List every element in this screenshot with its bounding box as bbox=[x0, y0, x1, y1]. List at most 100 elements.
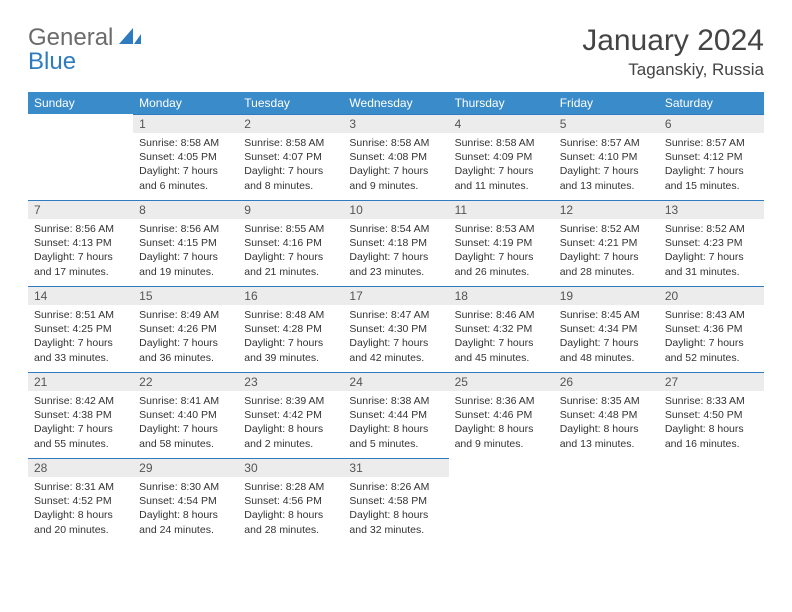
calendar-week: 7Sunrise: 8:56 AMSunset: 4:13 PMDaylight… bbox=[28, 200, 764, 286]
day-body: Sunrise: 8:57 AMSunset: 4:10 PMDaylight:… bbox=[554, 133, 659, 199]
page-title: January 2024 bbox=[582, 24, 764, 58]
calendar-cell: 17Sunrise: 8:47 AMSunset: 4:30 PMDayligh… bbox=[343, 286, 448, 372]
title-block: January 2024 Taganskiy, Russia bbox=[582, 24, 764, 80]
day-number: 26 bbox=[554, 372, 659, 391]
day-number: 12 bbox=[554, 200, 659, 219]
weekday-header: Saturday bbox=[659, 92, 764, 114]
calendar-cell: 7Sunrise: 8:56 AMSunset: 4:13 PMDaylight… bbox=[28, 200, 133, 286]
calendar-week: 1Sunrise: 8:58 AMSunset: 4:05 PMDaylight… bbox=[28, 114, 764, 200]
day-number: 10 bbox=[343, 200, 448, 219]
calendar-cell: 27Sunrise: 8:33 AMSunset: 4:50 PMDayligh… bbox=[659, 372, 764, 458]
calendar-cell: 31Sunrise: 8:26 AMSunset: 4:58 PMDayligh… bbox=[343, 458, 448, 544]
calendar-head: SundayMondayTuesdayWednesdayThursdayFrid… bbox=[28, 92, 764, 114]
day-body: Sunrise: 8:58 AMSunset: 4:05 PMDaylight:… bbox=[133, 133, 238, 199]
calendar-cell: 15Sunrise: 8:49 AMSunset: 4:26 PMDayligh… bbox=[133, 286, 238, 372]
calendar-cell: 19Sunrise: 8:45 AMSunset: 4:34 PMDayligh… bbox=[554, 286, 659, 372]
day-body: Sunrise: 8:57 AMSunset: 4:12 PMDaylight:… bbox=[659, 133, 764, 199]
weekday-header: Monday bbox=[133, 92, 238, 114]
calendar-cell: 12Sunrise: 8:52 AMSunset: 4:21 PMDayligh… bbox=[554, 200, 659, 286]
weekday-header: Sunday bbox=[28, 92, 133, 114]
day-number: 22 bbox=[133, 372, 238, 391]
day-number: 30 bbox=[238, 458, 343, 477]
day-body: Sunrise: 8:48 AMSunset: 4:28 PMDaylight:… bbox=[238, 305, 343, 371]
day-body: Sunrise: 8:45 AMSunset: 4:34 PMDaylight:… bbox=[554, 305, 659, 371]
weekday-header: Tuesday bbox=[238, 92, 343, 114]
day-body: Sunrise: 8:52 AMSunset: 4:21 PMDaylight:… bbox=[554, 219, 659, 285]
day-number: 19 bbox=[554, 286, 659, 305]
day-number: 1 bbox=[133, 114, 238, 133]
logo-sail-icon bbox=[119, 26, 141, 51]
header: General January 2024 Taganskiy, Russia bbox=[28, 24, 764, 80]
logo-text-blue: Blue bbox=[28, 48, 76, 75]
day-number: 24 bbox=[343, 372, 448, 391]
calendar-cell bbox=[554, 458, 659, 544]
day-number: 8 bbox=[133, 200, 238, 219]
day-number: 9 bbox=[238, 200, 343, 219]
calendar-cell bbox=[659, 458, 764, 544]
day-body: Sunrise: 8:41 AMSunset: 4:40 PMDaylight:… bbox=[133, 391, 238, 457]
day-number: 14 bbox=[28, 286, 133, 305]
day-body: Sunrise: 8:39 AMSunset: 4:42 PMDaylight:… bbox=[238, 391, 343, 457]
day-number: 27 bbox=[659, 372, 764, 391]
day-number: 11 bbox=[449, 200, 554, 219]
logo-sub: Blue bbox=[28, 48, 76, 76]
day-body: Sunrise: 8:36 AMSunset: 4:46 PMDaylight:… bbox=[449, 391, 554, 457]
day-number: 18 bbox=[449, 286, 554, 305]
calendar-week: 28Sunrise: 8:31 AMSunset: 4:52 PMDayligh… bbox=[28, 458, 764, 544]
day-number: 16 bbox=[238, 286, 343, 305]
day-number: 21 bbox=[28, 372, 133, 391]
calendar-cell: 4Sunrise: 8:58 AMSunset: 4:09 PMDaylight… bbox=[449, 114, 554, 200]
day-number: 31 bbox=[343, 458, 448, 477]
calendar-cell: 10Sunrise: 8:54 AMSunset: 4:18 PMDayligh… bbox=[343, 200, 448, 286]
day-body: Sunrise: 8:56 AMSunset: 4:13 PMDaylight:… bbox=[28, 219, 133, 285]
weekday-row: SundayMondayTuesdayWednesdayThursdayFrid… bbox=[28, 92, 764, 114]
day-number: 4 bbox=[449, 114, 554, 133]
day-body: Sunrise: 8:35 AMSunset: 4:48 PMDaylight:… bbox=[554, 391, 659, 457]
day-body: Sunrise: 8:53 AMSunset: 4:19 PMDaylight:… bbox=[449, 219, 554, 285]
day-number: 17 bbox=[343, 286, 448, 305]
day-body: Sunrise: 8:28 AMSunset: 4:56 PMDaylight:… bbox=[238, 477, 343, 543]
day-number: 28 bbox=[28, 458, 133, 477]
day-number: 2 bbox=[238, 114, 343, 133]
calendar-cell: 13Sunrise: 8:52 AMSunset: 4:23 PMDayligh… bbox=[659, 200, 764, 286]
calendar-cell: 9Sunrise: 8:55 AMSunset: 4:16 PMDaylight… bbox=[238, 200, 343, 286]
calendar-cell: 8Sunrise: 8:56 AMSunset: 4:15 PMDaylight… bbox=[133, 200, 238, 286]
day-number: 29 bbox=[133, 458, 238, 477]
day-number: 5 bbox=[554, 114, 659, 133]
calendar-cell: 3Sunrise: 8:58 AMSunset: 4:08 PMDaylight… bbox=[343, 114, 448, 200]
day-number: 6 bbox=[659, 114, 764, 133]
day-body: Sunrise: 8:52 AMSunset: 4:23 PMDaylight:… bbox=[659, 219, 764, 285]
day-body: Sunrise: 8:38 AMSunset: 4:44 PMDaylight:… bbox=[343, 391, 448, 457]
calendar-cell: 28Sunrise: 8:31 AMSunset: 4:52 PMDayligh… bbox=[28, 458, 133, 544]
calendar-cell: 24Sunrise: 8:38 AMSunset: 4:44 PMDayligh… bbox=[343, 372, 448, 458]
calendar-cell: 16Sunrise: 8:48 AMSunset: 4:28 PMDayligh… bbox=[238, 286, 343, 372]
day-body: Sunrise: 8:33 AMSunset: 4:50 PMDaylight:… bbox=[659, 391, 764, 457]
calendar-cell: 25Sunrise: 8:36 AMSunset: 4:46 PMDayligh… bbox=[449, 372, 554, 458]
day-number: 25 bbox=[449, 372, 554, 391]
calendar-table: SundayMondayTuesdayWednesdayThursdayFrid… bbox=[28, 92, 764, 544]
day-number: 15 bbox=[133, 286, 238, 305]
calendar-cell: 11Sunrise: 8:53 AMSunset: 4:19 PMDayligh… bbox=[449, 200, 554, 286]
calendar-cell: 23Sunrise: 8:39 AMSunset: 4:42 PMDayligh… bbox=[238, 372, 343, 458]
day-number: 3 bbox=[343, 114, 448, 133]
weekday-header: Friday bbox=[554, 92, 659, 114]
day-number: 13 bbox=[659, 200, 764, 219]
calendar-cell: 26Sunrise: 8:35 AMSunset: 4:48 PMDayligh… bbox=[554, 372, 659, 458]
day-body: Sunrise: 8:56 AMSunset: 4:15 PMDaylight:… bbox=[133, 219, 238, 285]
calendar-cell: 14Sunrise: 8:51 AMSunset: 4:25 PMDayligh… bbox=[28, 286, 133, 372]
day-body: Sunrise: 8:43 AMSunset: 4:36 PMDaylight:… bbox=[659, 305, 764, 371]
calendar-week: 14Sunrise: 8:51 AMSunset: 4:25 PMDayligh… bbox=[28, 286, 764, 372]
day-body: Sunrise: 8:55 AMSunset: 4:16 PMDaylight:… bbox=[238, 219, 343, 285]
day-body: Sunrise: 8:30 AMSunset: 4:54 PMDaylight:… bbox=[133, 477, 238, 543]
day-body: Sunrise: 8:47 AMSunset: 4:30 PMDaylight:… bbox=[343, 305, 448, 371]
calendar-cell: 21Sunrise: 8:42 AMSunset: 4:38 PMDayligh… bbox=[28, 372, 133, 458]
calendar-cell: 5Sunrise: 8:57 AMSunset: 4:10 PMDaylight… bbox=[554, 114, 659, 200]
calendar-cell: 2Sunrise: 8:58 AMSunset: 4:07 PMDaylight… bbox=[238, 114, 343, 200]
day-body: Sunrise: 8:31 AMSunset: 4:52 PMDaylight:… bbox=[28, 477, 133, 543]
calendar-cell: 1Sunrise: 8:58 AMSunset: 4:05 PMDaylight… bbox=[133, 114, 238, 200]
day-body: Sunrise: 8:58 AMSunset: 4:08 PMDaylight:… bbox=[343, 133, 448, 199]
location-label: Taganskiy, Russia bbox=[582, 60, 764, 80]
calendar-body: 1Sunrise: 8:58 AMSunset: 4:05 PMDaylight… bbox=[28, 114, 764, 544]
calendar-cell: 20Sunrise: 8:43 AMSunset: 4:36 PMDayligh… bbox=[659, 286, 764, 372]
day-body: Sunrise: 8:26 AMSunset: 4:58 PMDaylight:… bbox=[343, 477, 448, 543]
